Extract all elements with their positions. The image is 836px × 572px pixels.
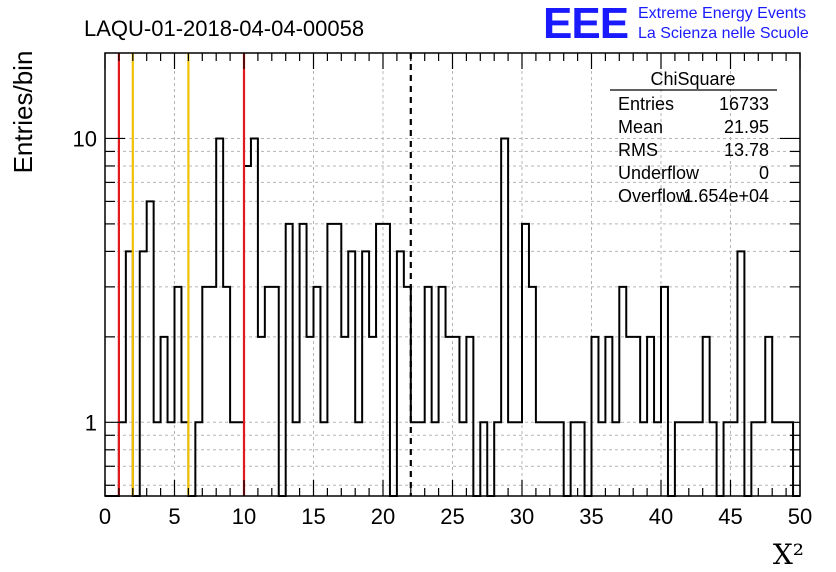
stats-label-overflow: Overflow — [618, 186, 690, 206]
stats-title: ChiSquare — [650, 69, 735, 89]
stats-value-overflow: 1.654e+04 — [683, 186, 769, 206]
y-tick-labels: 1 10 — [73, 126, 97, 435]
x-tick-labels: 0 5 10 15 20 25 30 35 40 45 50 — [99, 504, 812, 529]
x-tick-label: 35 — [579, 504, 603, 529]
stats-value-underflow: 0 — [759, 163, 769, 183]
logo-mark: EEE — [543, 0, 629, 48]
logo-line-1: Extreme Energy Events — [638, 5, 807, 22]
axis-ticks — [104, 53, 801, 496]
stats-label-underflow: Underflow — [618, 163, 700, 183]
grid — [105, 53, 800, 496]
stats-value-rms: 13.78 — [724, 140, 769, 160]
y-tick-label: 10 — [73, 126, 97, 151]
x-tick-label: 25 — [440, 504, 464, 529]
x-axis-label: X² — [773, 538, 804, 571]
logo-line-2: La Scienza nelle Scuole — [638, 25, 809, 42]
x-tick-label: 30 — [510, 504, 534, 529]
y-axis-label: Entries/bin — [8, 51, 38, 174]
reference-lines — [117, 53, 412, 496]
x-tick-label: 15 — [301, 504, 325, 529]
x-tick-label: 20 — [371, 504, 395, 529]
logo-text: Extreme Energy Events La Scienza nelle S… — [638, 4, 809, 44]
x-tick-label: 45 — [718, 504, 742, 529]
stats-value-mean: 21.95 — [724, 117, 769, 137]
x-tick-label: 0 — [99, 504, 111, 529]
eee-logo: EEE Extreme Energy Events La Scienza nel… — [543, 0, 809, 48]
stats-label-rms: RMS — [618, 140, 658, 160]
x-tick-label: 10 — [232, 504, 256, 529]
stats-box: ChiSquare Entries 16733 Mean 21.95 RMS 1… — [610, 69, 777, 206]
x-tick-label: 50 — [788, 504, 812, 529]
y-tick-label: 1 — [85, 410, 97, 435]
chart-title: LAQU-01-2018-04-04-00058 — [84, 16, 364, 41]
stats-label-entries: Entries — [618, 94, 674, 114]
x-tick-label: 5 — [168, 504, 180, 529]
stats-label-mean: Mean — [618, 117, 663, 137]
stats-value-entries: 16733 — [719, 94, 769, 114]
x-tick-label: 40 — [649, 504, 673, 529]
